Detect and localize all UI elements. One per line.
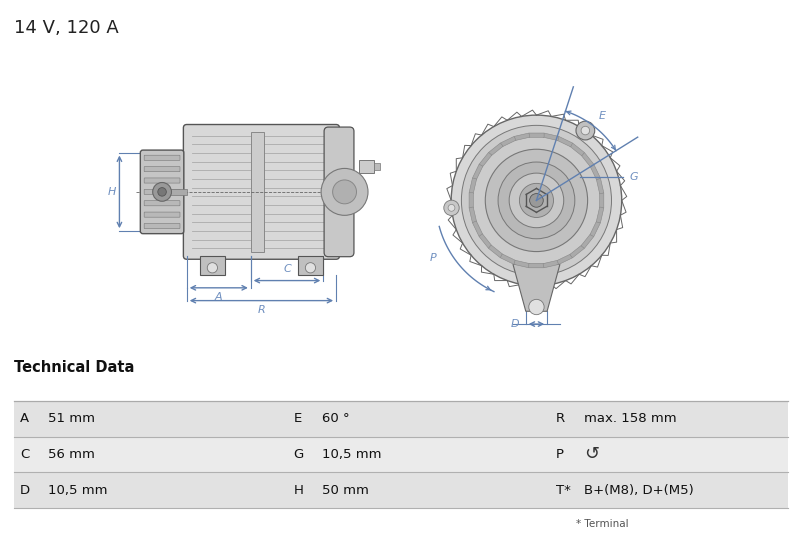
Text: R: R	[258, 305, 266, 315]
FancyBboxPatch shape	[144, 223, 180, 229]
Text: P: P	[556, 448, 564, 461]
Text: Technical Data: Technical Data	[14, 360, 134, 375]
Circle shape	[448, 205, 455, 211]
Circle shape	[451, 115, 622, 286]
Bar	[359, 160, 374, 173]
Bar	[250, 132, 263, 252]
Text: C: C	[283, 264, 291, 273]
FancyBboxPatch shape	[144, 155, 180, 160]
Circle shape	[581, 126, 590, 135]
Text: E: E	[598, 111, 606, 122]
Circle shape	[519, 183, 554, 217]
Text: E: E	[294, 412, 302, 425]
Text: T*: T*	[556, 483, 571, 497]
Text: H: H	[107, 187, 116, 197]
FancyBboxPatch shape	[543, 133, 559, 141]
Circle shape	[529, 300, 544, 314]
Polygon shape	[199, 256, 225, 275]
FancyBboxPatch shape	[529, 133, 544, 138]
Text: 14 V, 120 A: 14 V, 120 A	[14, 19, 119, 37]
Text: A: A	[20, 412, 29, 425]
FancyBboxPatch shape	[557, 254, 573, 264]
FancyBboxPatch shape	[489, 143, 503, 156]
Text: 51 mm: 51 mm	[48, 412, 95, 425]
FancyBboxPatch shape	[489, 245, 503, 258]
FancyBboxPatch shape	[596, 207, 604, 223]
Text: R: R	[556, 412, 565, 425]
Circle shape	[486, 149, 588, 252]
Circle shape	[576, 121, 594, 140]
FancyBboxPatch shape	[599, 193, 604, 208]
Text: 56 mm: 56 mm	[48, 448, 95, 461]
Text: B+(M8), D+(M5): B+(M8), D+(M5)	[584, 483, 694, 497]
Circle shape	[153, 182, 171, 201]
Bar	[14, 472, 788, 508]
FancyBboxPatch shape	[144, 178, 180, 183]
Bar	[14, 401, 788, 437]
Circle shape	[462, 125, 611, 276]
FancyBboxPatch shape	[501, 136, 516, 147]
FancyBboxPatch shape	[543, 260, 559, 268]
Bar	[374, 163, 379, 169]
Text: 50 mm: 50 mm	[322, 483, 369, 497]
FancyBboxPatch shape	[501, 254, 516, 264]
FancyBboxPatch shape	[529, 263, 544, 268]
FancyBboxPatch shape	[590, 164, 600, 180]
FancyBboxPatch shape	[514, 260, 530, 268]
FancyBboxPatch shape	[596, 178, 604, 194]
FancyBboxPatch shape	[581, 152, 594, 167]
FancyBboxPatch shape	[140, 150, 184, 233]
FancyBboxPatch shape	[557, 136, 573, 147]
Circle shape	[207, 263, 218, 273]
Text: 10,5 mm: 10,5 mm	[48, 483, 107, 497]
Text: G: G	[294, 448, 304, 461]
Text: D: D	[20, 483, 30, 497]
Bar	[14, 437, 788, 472]
FancyBboxPatch shape	[570, 245, 584, 258]
Text: 60 °: 60 °	[322, 412, 350, 425]
Text: 10,5 mm: 10,5 mm	[322, 448, 381, 461]
FancyBboxPatch shape	[183, 125, 339, 259]
Circle shape	[306, 263, 315, 273]
Polygon shape	[513, 264, 560, 311]
FancyBboxPatch shape	[144, 201, 180, 206]
Text: ↺: ↺	[584, 446, 599, 463]
Text: P: P	[430, 253, 437, 263]
Text: * Terminal: * Terminal	[576, 519, 629, 529]
Circle shape	[444, 200, 459, 215]
FancyBboxPatch shape	[144, 189, 180, 195]
FancyBboxPatch shape	[324, 127, 354, 257]
FancyBboxPatch shape	[479, 152, 492, 167]
FancyBboxPatch shape	[473, 164, 482, 180]
FancyBboxPatch shape	[581, 234, 594, 248]
Bar	[162, 189, 187, 195]
Text: A: A	[215, 292, 222, 302]
FancyBboxPatch shape	[144, 212, 180, 217]
Text: max. 158 mm: max. 158 mm	[584, 412, 677, 425]
FancyBboxPatch shape	[479, 234, 492, 248]
Text: C: C	[20, 448, 30, 461]
Polygon shape	[298, 256, 323, 275]
FancyBboxPatch shape	[514, 133, 530, 141]
FancyBboxPatch shape	[469, 207, 477, 223]
FancyBboxPatch shape	[570, 143, 584, 156]
Circle shape	[321, 168, 368, 215]
FancyBboxPatch shape	[144, 167, 180, 172]
Circle shape	[333, 180, 357, 204]
Text: H: H	[294, 483, 303, 497]
FancyBboxPatch shape	[469, 193, 474, 208]
Circle shape	[498, 162, 575, 239]
FancyBboxPatch shape	[473, 221, 482, 237]
Text: D: D	[511, 319, 519, 329]
Circle shape	[530, 193, 543, 207]
FancyBboxPatch shape	[469, 178, 477, 194]
Circle shape	[509, 173, 564, 228]
Text: G: G	[630, 172, 638, 182]
FancyBboxPatch shape	[590, 221, 600, 237]
Circle shape	[158, 188, 166, 196]
